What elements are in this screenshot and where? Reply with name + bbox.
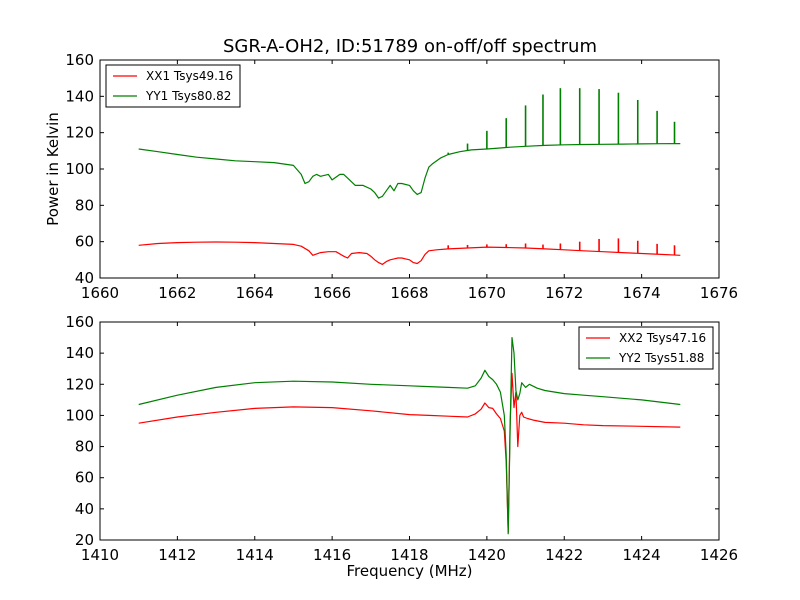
legend: XX1 Tsys49.16 YY1 Tsys80.82	[105, 64, 241, 108]
top-plot-panel: 1660 1662 1664 1666 1668 1670 1672 1674 1676 40 60…	[44, 51, 738, 302]
legend-label: XX1 Tsys49.16	[146, 69, 233, 83]
y-tick-label: 40	[75, 500, 94, 518]
y-tick-label: 80	[75, 196, 94, 214]
y-tick-label: 140	[65, 87, 94, 105]
x-axis-label: Frequency (MHz)	[346, 562, 472, 580]
x-tick-label: 1672	[545, 284, 583, 302]
x-tick-label: 1424	[623, 546, 661, 564]
legend-label: XX2 Tsys47.16	[619, 331, 706, 345]
x-tick-label: 1426	[700, 546, 738, 564]
y-tick-label: 60	[75, 233, 94, 251]
x-tick-label: 1660	[81, 284, 119, 302]
y-axis-label: Power in Kelvin	[44, 112, 62, 226]
x-tick-label: 1674	[623, 284, 661, 302]
y-tick-label: 60	[75, 469, 94, 487]
x-tick-label: 1668	[390, 284, 428, 302]
legend: XX2 Tsys47.16 YY2 Tsys51.88	[578, 326, 714, 370]
x-tick-label: 1676	[700, 284, 738, 302]
y-tick-label: 100	[65, 160, 94, 178]
x-tick-label: 1670	[468, 284, 506, 302]
y-tick-label: 100	[65, 406, 94, 424]
y-tick-label: 20	[75, 531, 94, 549]
chart-title: SGR-A-OH2, ID:51789 on-off/off spectrum	[223, 36, 597, 57]
y-tick-label: 160	[65, 313, 94, 331]
x-tick-label: 1410	[81, 546, 119, 564]
x-tick-label: 1414	[236, 546, 274, 564]
legend-box	[105, 64, 241, 108]
y-tick-label: 160	[65, 51, 94, 69]
x-tick-label: 1416	[313, 546, 351, 564]
y-tick-label: 140	[65, 344, 94, 362]
x-tick-label: 1666	[313, 284, 351, 302]
x-tick-label: 1662	[158, 284, 196, 302]
legend-box	[578, 326, 714, 370]
x-tick-label: 1664	[236, 284, 274, 302]
y-tick-label: 120	[65, 375, 94, 393]
legend-label: YY2 Tsys51.88	[618, 351, 704, 365]
series-line-xx	[138, 241, 681, 265]
y-tick-label: 40	[75, 269, 94, 287]
x-tick-label: 1412	[158, 546, 196, 564]
x-tick-label: 1422	[545, 546, 583, 564]
legend-label: YY1 Tsys80.82	[145, 89, 231, 103]
series-line-yy	[138, 337, 681, 535]
y-tick-label: 80	[75, 438, 94, 456]
x-tick-label: 1420	[468, 546, 506, 564]
bottom-plot-panel: 1410 1412 1414 1416 1418 1420 1422 1424 1426 20 40…	[65, 313, 738, 580]
x-tick-label: 1418	[390, 546, 428, 564]
series-line-xx	[138, 372, 681, 533]
y-tick-label: 120	[65, 124, 94, 142]
series-line-yy	[138, 143, 681, 199]
